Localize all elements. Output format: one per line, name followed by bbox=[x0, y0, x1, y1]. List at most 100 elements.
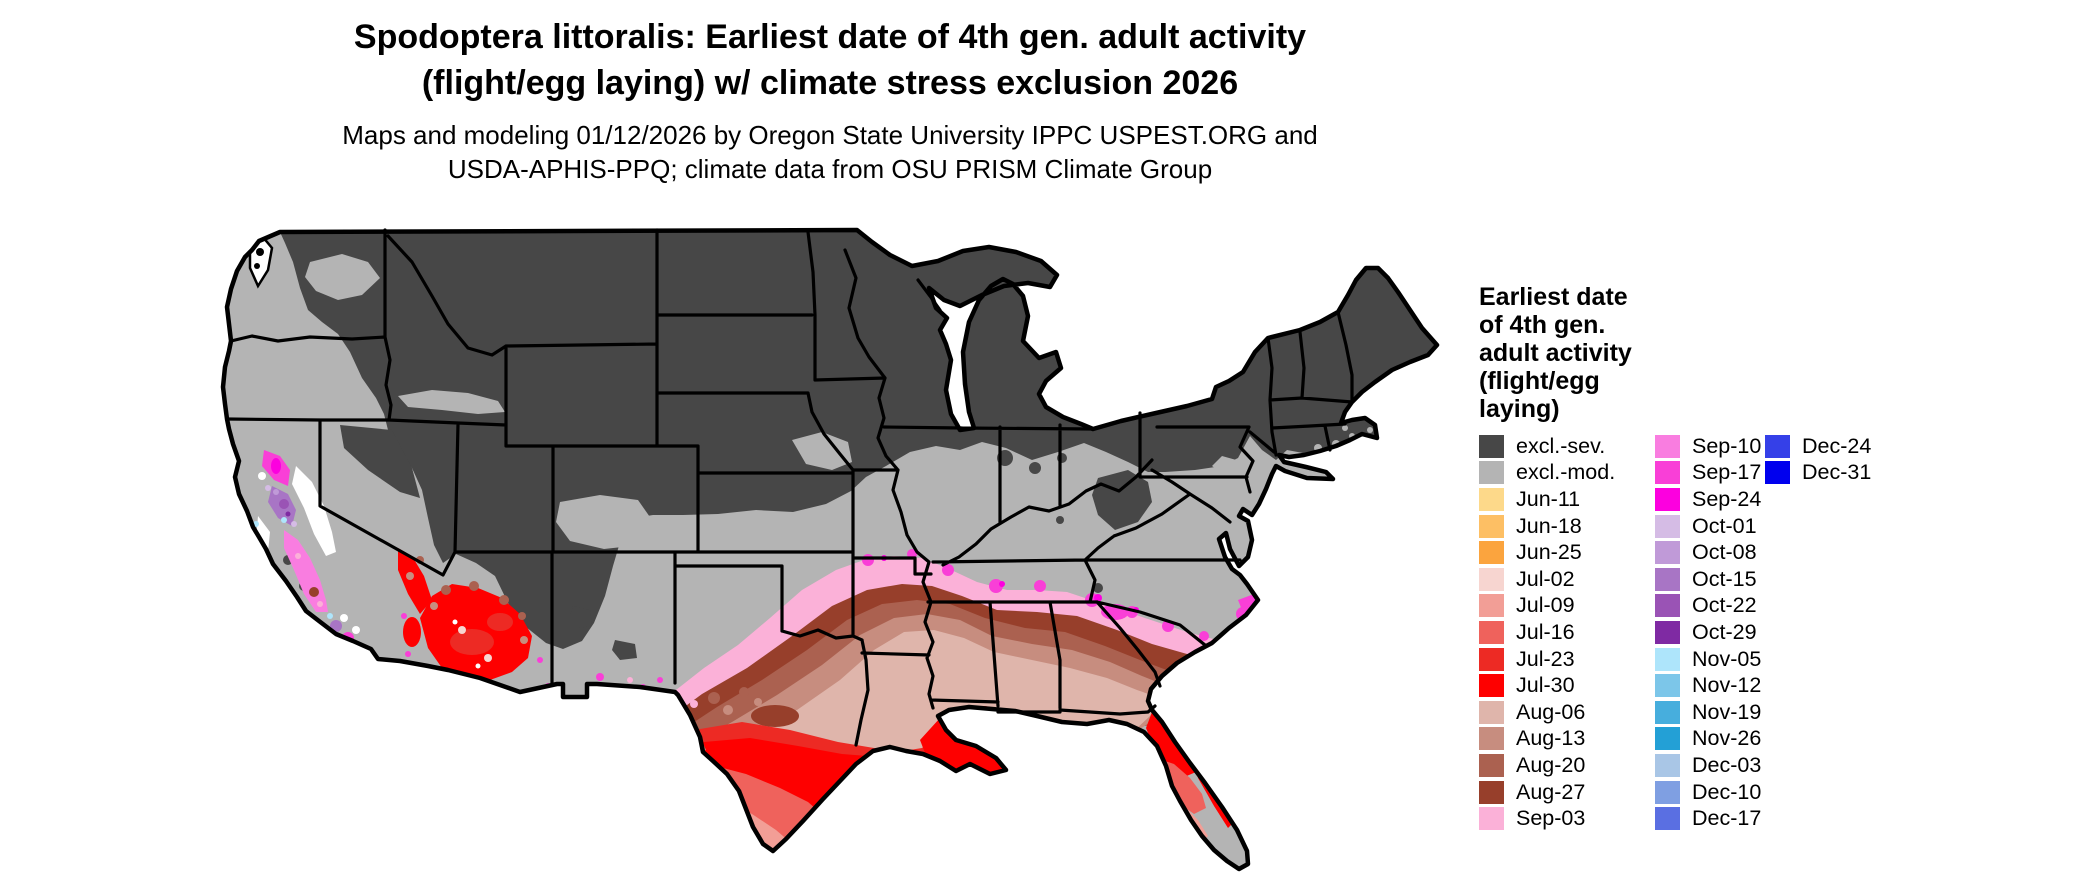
legend-swatch bbox=[1479, 674, 1504, 698]
legend-swatch bbox=[1479, 567, 1504, 591]
legend-item: Nov-19 bbox=[1655, 699, 1761, 726]
legend-swatch bbox=[1479, 541, 1504, 565]
legend-item: Sep-03 bbox=[1479, 805, 1615, 832]
legend-item: Jun-11 bbox=[1479, 486, 1615, 513]
legend-item-label: Oct-08 bbox=[1692, 540, 1757, 565]
legend-item: Nov-12 bbox=[1655, 672, 1761, 699]
legend-item-label: Nov-26 bbox=[1692, 726, 1762, 751]
legend-title-line: adult activity bbox=[1479, 339, 1632, 367]
legend-item: Oct-15 bbox=[1655, 566, 1761, 593]
legend-swatch bbox=[1479, 647, 1504, 671]
legend-swatch bbox=[1479, 594, 1504, 618]
legend-item-label: excl.-sev. bbox=[1516, 433, 1606, 458]
conus-outline bbox=[220, 227, 1440, 872]
legend-item: Nov-05 bbox=[1655, 646, 1761, 673]
legend-item-label: Jun-25 bbox=[1516, 540, 1582, 565]
legend-swatch bbox=[1655, 461, 1680, 485]
legend-swatch bbox=[1479, 700, 1504, 724]
legend-item: Jun-18 bbox=[1479, 513, 1615, 540]
legend-item-label: Oct-15 bbox=[1692, 566, 1757, 591]
legend-swatch bbox=[1655, 807, 1680, 831]
legend-item: Dec-24 bbox=[1765, 433, 1871, 460]
legend-item: Aug-13 bbox=[1479, 726, 1615, 753]
legend-item: Sep-17 bbox=[1655, 460, 1761, 487]
legend-swatch bbox=[1479, 620, 1504, 644]
legend-swatch bbox=[1655, 753, 1680, 777]
legend-swatch bbox=[1655, 620, 1680, 644]
legend-swatch bbox=[1655, 541, 1680, 565]
legend-item-label: Jul-09 bbox=[1516, 593, 1575, 618]
legend-swatch bbox=[1479, 780, 1504, 804]
legend-column-2: Sep-10 Sep-17 Sep-24 Oct-01 Oct-08 Oct-15 Oct-… bbox=[1655, 433, 1761, 832]
legend-item: Oct-01 bbox=[1655, 513, 1761, 540]
legend-swatch bbox=[1655, 514, 1680, 538]
legend-item: Sep-10 bbox=[1655, 433, 1761, 460]
legend-item: Jul-30 bbox=[1479, 672, 1615, 699]
legend-swatch bbox=[1479, 807, 1504, 831]
page-title: Spodoptera littoralis: Earliest date of … bbox=[130, 14, 1530, 106]
legend-item-label: Sep-03 bbox=[1516, 806, 1586, 831]
legend-item-label: Oct-29 bbox=[1692, 619, 1757, 644]
legend-swatch bbox=[1655, 567, 1680, 591]
legend-item-label: Oct-01 bbox=[1692, 513, 1757, 538]
legend-item: Oct-08 bbox=[1655, 539, 1761, 566]
page-title-line1: Spodoptera littoralis: Earliest date of … bbox=[353, 18, 1307, 56]
legend-item-label: Dec-10 bbox=[1692, 779, 1762, 804]
legend-swatch bbox=[1479, 487, 1504, 511]
legend-item-label: Aug-06 bbox=[1516, 699, 1586, 724]
legend-item: Dec-03 bbox=[1655, 752, 1761, 779]
legend-item: Oct-22 bbox=[1655, 593, 1761, 620]
legend-column-3: Dec-24 Dec-31 bbox=[1765, 433, 1871, 486]
legend-title-line: laying) bbox=[1479, 395, 1560, 423]
legend-column-1: excl.-sev. excl.-mod. Jun-11 Jun-18 Jun-25 Ju… bbox=[1479, 433, 1615, 832]
legend-item: Jun-25 bbox=[1479, 539, 1615, 566]
legend-item: Dec-17 bbox=[1655, 805, 1761, 832]
legend-item-label: Sep-24 bbox=[1692, 486, 1762, 511]
legend-swatch bbox=[1655, 434, 1680, 458]
legend-item: Dec-31 bbox=[1765, 460, 1871, 487]
legend-swatch bbox=[1655, 594, 1680, 618]
legend-item: Nov-26 bbox=[1655, 726, 1761, 753]
legend-item: Dec-10 bbox=[1655, 779, 1761, 806]
legend-item-label: Oct-22 bbox=[1692, 593, 1757, 618]
legend-item-label: Aug-13 bbox=[1516, 726, 1586, 751]
legend-swatch bbox=[1479, 753, 1504, 777]
page-subtitle: Maps and modeling 01/12/2026 by Oregon S… bbox=[130, 118, 1530, 186]
legend-item-label: Sep-17 bbox=[1692, 460, 1762, 485]
legend-item: Jul-23 bbox=[1479, 646, 1615, 673]
legend-swatch bbox=[1655, 487, 1680, 511]
legend-title-line: Earliest date bbox=[1479, 283, 1628, 311]
page-subtitle-line1: Maps and modeling 01/12/2026 by Oregon S… bbox=[342, 120, 1318, 150]
state-borders bbox=[225, 228, 1354, 747]
legend-item: Jul-16 bbox=[1479, 619, 1615, 646]
legend-item-label: Nov-05 bbox=[1692, 646, 1762, 671]
legend-swatch bbox=[1479, 727, 1504, 751]
legend-item-label: Jul-02 bbox=[1516, 566, 1575, 591]
legend-item-label: Dec-17 bbox=[1692, 806, 1762, 831]
legend-swatch bbox=[1655, 780, 1680, 804]
legend-item: Aug-20 bbox=[1479, 752, 1615, 779]
legend-swatch bbox=[1479, 434, 1504, 458]
legend-item-label: Jun-11 bbox=[1516, 486, 1581, 511]
legend-item-label: Dec-31 bbox=[1802, 460, 1872, 485]
legend-item: Jul-09 bbox=[1479, 593, 1615, 620]
legend-title-line: of 4th gen. bbox=[1479, 311, 1606, 339]
legend-item: Oct-29 bbox=[1655, 619, 1761, 646]
page-subtitle-line2: USDA-APHIS-PPQ; climate data from OSU PR… bbox=[447, 154, 1213, 184]
legend-swatch bbox=[1655, 647, 1680, 671]
legend-item-label: Nov-19 bbox=[1692, 699, 1762, 724]
legend-swatch bbox=[1655, 700, 1680, 724]
map-raster-layers bbox=[223, 230, 1437, 869]
legend-item: Aug-27 bbox=[1479, 779, 1615, 806]
legend-swatch bbox=[1765, 461, 1790, 485]
legend-item-label: excl.-mod. bbox=[1516, 460, 1616, 485]
legend-item-label: Jul-16 bbox=[1516, 619, 1575, 644]
legend-item-label: Jul-30 bbox=[1516, 673, 1575, 698]
legend-swatch bbox=[1479, 461, 1504, 485]
legend-swatch bbox=[1655, 674, 1680, 698]
page-title-line2: (flight/egg laying) w/ climate stress ex… bbox=[421, 64, 1239, 102]
legend-item: Sep-24 bbox=[1655, 486, 1761, 513]
legend-item: excl.-mod. bbox=[1479, 460, 1615, 487]
